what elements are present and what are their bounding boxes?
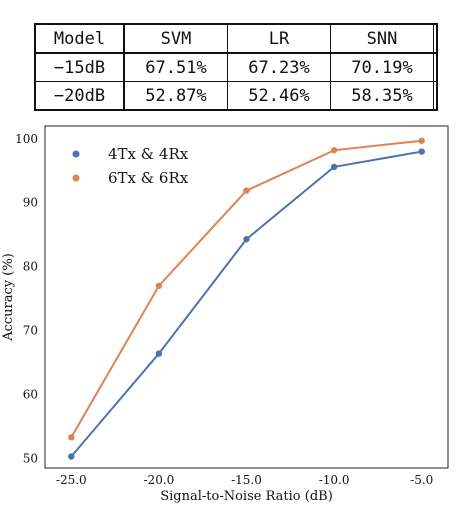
x-tick-label: -5.0 [410,473,433,487]
table-cell-svm: 52.87% [123,81,228,111]
table-cell-lr: 67.23% [227,52,331,82]
x-axis-label: Signal-to-Noise Ratio (dB) [160,489,333,504]
table-row: −15dB 67.51% 67.23% 70.19% [34,52,438,82]
legend-label-2: 6Tx & 6Rx [108,169,189,187]
y-tick-label: 50 [23,451,38,465]
table-header-row: Model SVM LR SNN [34,23,438,54]
table-cell-lr: 52.46% [227,81,331,111]
table-edge-cell [433,81,438,111]
series-point-2 [155,282,163,290]
x-tick-label: -25.0 [56,473,87,487]
x-tick-label: -20.0 [144,473,175,487]
table-header-svm: SVM [123,23,228,54]
table-cell-svm: 67.51% [123,52,228,82]
legend-label-1: 4Tx & 4Rx [108,145,189,163]
legend-marker-2 [72,174,80,182]
table-cell-snn: 58.35% [330,81,434,111]
x-axis-ticks: -25.0 -20.0 -15.0 -10.0 -5.0 [56,473,433,487]
table-cell-snn: 70.19% [330,52,434,82]
y-tick-label: 90 [23,196,38,210]
series-point-2 [243,187,250,194]
series-point-2 [68,434,75,441]
series-point-1 [243,235,250,243]
series-point-1 [330,163,338,171]
series-point-1 [155,350,163,357]
y-axis-ticks: 50 60 70 80 90 100 [15,132,38,466]
table-header-snn: SNN [330,23,434,54]
results-table: Model SVM LR SNN −15dB 67.51% 67.23% 70.… [34,23,438,111]
y-tick-label: 70 [23,324,38,338]
table-cell-snr: −15dB [34,52,125,82]
series-point-1 [68,453,75,460]
y-axis-label: Accuracy (%) [1,253,16,342]
table-header-lr: LR [227,23,331,54]
table-row: −20dB 52.87% 52.46% 58.35% [34,81,438,111]
series-point-2 [418,137,425,144]
legend: 4Tx & 4Rx 6Tx & 6Rx [72,145,189,187]
y-tick-label: 80 [23,260,38,274]
y-tick-label: 60 [23,387,38,401]
x-tick-label: -10.0 [319,473,350,487]
series-point-1 [418,148,425,155]
plot-border [44,125,449,469]
series-layer [68,137,425,460]
table-edge-cell [433,52,438,82]
series-point-2 [330,147,338,154]
y-tick-label: 100 [15,132,38,146]
accuracy-line-chart: 50 60 70 80 90 100 -25.0 -20.0 -15.0 -10.0 -5.0 4… [1,125,449,504]
x-tick-label: -15.0 [231,473,262,487]
table-cell-snr: −20dB [34,81,125,111]
series-line-1 [70,150,422,458]
plot-frame [44,125,449,469]
table-header-model: Model [34,23,125,54]
table-edge-cell [433,23,438,54]
legend-marker-1 [72,150,80,158]
